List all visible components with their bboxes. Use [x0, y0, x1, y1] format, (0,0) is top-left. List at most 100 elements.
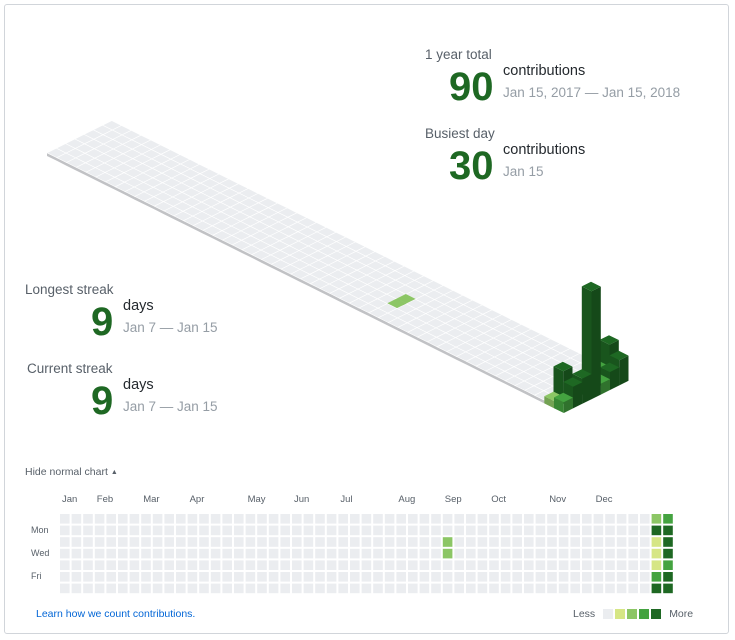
calendar-day-cell[interactable] [257, 537, 267, 547]
calendar-day-cell[interactable] [199, 560, 209, 570]
calendar-day-cell[interactable] [396, 572, 406, 582]
calendar-day-cell[interactable] [187, 548, 198, 559]
calendar-day-cell[interactable] [535, 525, 546, 536]
calendar-day-cell[interactable] [663, 583, 673, 594]
calendar-day-cell[interactable] [500, 583, 511, 594]
calendar-day-cell[interactable] [500, 548, 511, 559]
calendar-day-cell[interactable] [176, 560, 186, 570]
calendar-day-cell[interactable] [71, 583, 82, 594]
calendar-day-cell[interactable] [361, 548, 372, 559]
calendar-day-cell[interactable] [129, 537, 140, 547]
calendar-day-cell[interactable] [558, 572, 569, 582]
calendar-day-cell[interactable] [651, 572, 662, 582]
calendar-day-cell[interactable] [350, 572, 360, 582]
calendar-day-cell[interactable] [106, 537, 116, 547]
calendar-day-cell[interactable] [408, 548, 418, 559]
calendar-day-cell[interactable] [60, 514, 70, 524]
calendar-day-cell[interactable] [408, 525, 418, 536]
calendar-day-cell[interactable] [60, 548, 70, 559]
calendar-day-cell[interactable] [651, 525, 662, 536]
calendar-day-cell[interactable] [83, 572, 93, 582]
calendar-day-cell[interactable] [326, 572, 337, 582]
calendar-day-cell[interactable] [164, 572, 174, 582]
calendar-day-cell[interactable] [350, 537, 360, 547]
calendar-day-cell[interactable] [384, 514, 395, 524]
calendar-day-cell[interactable] [477, 525, 488, 536]
calendar-day-cell[interactable] [616, 525, 627, 536]
calendar-day-cell[interactable] [71, 537, 82, 547]
calendar-day-cell[interactable] [466, 537, 476, 547]
calendar-day-cell[interactable] [83, 514, 93, 524]
calendar-day-cell[interactable] [535, 560, 546, 570]
calendar-day-cell[interactable] [373, 560, 383, 570]
calendar-day-cell[interactable] [628, 537, 638, 547]
calendar-day-cell[interactable] [535, 583, 546, 594]
calendar-day-cell[interactable] [245, 572, 256, 582]
calendar-day-cell[interactable] [500, 572, 511, 582]
calendar-day-cell[interactable] [396, 537, 406, 547]
calendar-day-cell[interactable] [454, 560, 464, 570]
calendar-day-cell[interactable] [187, 583, 198, 594]
calendar-day-cell[interactable] [60, 583, 70, 594]
calendar-day-cell[interactable] [315, 525, 325, 536]
calendar-day-cell[interactable] [442, 537, 453, 547]
calendar-day-cell[interactable] [570, 560, 580, 570]
calendar-day-cell[interactable] [454, 537, 464, 547]
calendar-day-cell[interactable] [558, 537, 569, 547]
calendar-day-cell[interactable] [152, 583, 163, 594]
calendar-day-cell[interactable] [605, 572, 615, 582]
calendar-day-cell[interactable] [60, 537, 70, 547]
calendar-day-cell[interactable] [326, 583, 337, 594]
calendar-day-cell[interactable] [106, 525, 116, 536]
calendar-day-cell[interactable] [315, 514, 325, 524]
calendar-day-cell[interactable] [651, 583, 662, 594]
calendar-day-cell[interactable] [303, 572, 314, 582]
calendar-day-cell[interactable] [582, 514, 592, 524]
calendar-day-cell[interactable] [384, 572, 395, 582]
calendar-day-cell[interactable] [547, 572, 557, 582]
calendar-day-cell[interactable] [593, 514, 604, 524]
calendar-day-cell[interactable] [582, 525, 592, 536]
calendar-day-cell[interactable] [234, 560, 244, 570]
calendar-day-cell[interactable] [71, 525, 82, 536]
calendar-day-cell[interactable] [71, 548, 82, 559]
calendar-day-cell[interactable] [222, 514, 232, 524]
calendar-day-cell[interactable] [419, 525, 430, 536]
calendar-day-cell[interactable] [303, 537, 314, 547]
calendar-day-cell[interactable] [118, 560, 128, 570]
calendar-day-cell[interactable] [616, 548, 627, 559]
calendar-day-cell[interactable] [94, 560, 105, 570]
calendar-day-cell[interactable] [616, 572, 627, 582]
calendar-day-cell[interactable] [94, 537, 105, 547]
calendar-day-cell[interactable] [257, 548, 267, 559]
calendar-day-cell[interactable] [384, 560, 395, 570]
calendar-day-cell[interactable] [663, 525, 673, 536]
calendar-day-cell[interactable] [408, 560, 418, 570]
calendar-day-cell[interactable] [245, 548, 256, 559]
calendar-day-cell[interactable] [338, 572, 348, 582]
calendar-day-cell[interactable] [60, 560, 70, 570]
calendar-day-cell[interactable] [408, 514, 418, 524]
calendar-day-cell[interactable] [384, 525, 395, 536]
calendar-day-cell[interactable] [268, 583, 279, 594]
calendar-day-cell[interactable] [164, 537, 174, 547]
calendar-day-cell[interactable] [384, 537, 395, 547]
calendar-day-cell[interactable] [466, 583, 476, 594]
calendar-day-cell[interactable] [570, 525, 580, 536]
calendar-day-cell[interactable] [593, 525, 604, 536]
calendar-day-cell[interactable] [257, 514, 267, 524]
calendar-day-cell[interactable] [396, 525, 406, 536]
calendar-day-cell[interactable] [419, 548, 430, 559]
calendar-day-cell[interactable] [605, 548, 615, 559]
hide-normal-chart-toggle[interactable]: Hide normal chart ▲ [25, 466, 118, 478]
calendar-day-cell[interactable] [651, 548, 662, 559]
calendar-day-cell[interactable] [326, 514, 337, 524]
calendar-day-cell[interactable] [663, 548, 673, 559]
calendar-day-cell[interactable] [187, 560, 198, 570]
calendar-day-cell[interactable] [83, 560, 93, 570]
calendar-day-cell[interactable] [570, 537, 580, 547]
calendar-day-cell[interactable] [164, 548, 174, 559]
calendar-day-cell[interactable] [234, 583, 244, 594]
calendar-day-cell[interactable] [640, 560, 650, 570]
calendar-day-cell[interactable] [315, 537, 325, 547]
